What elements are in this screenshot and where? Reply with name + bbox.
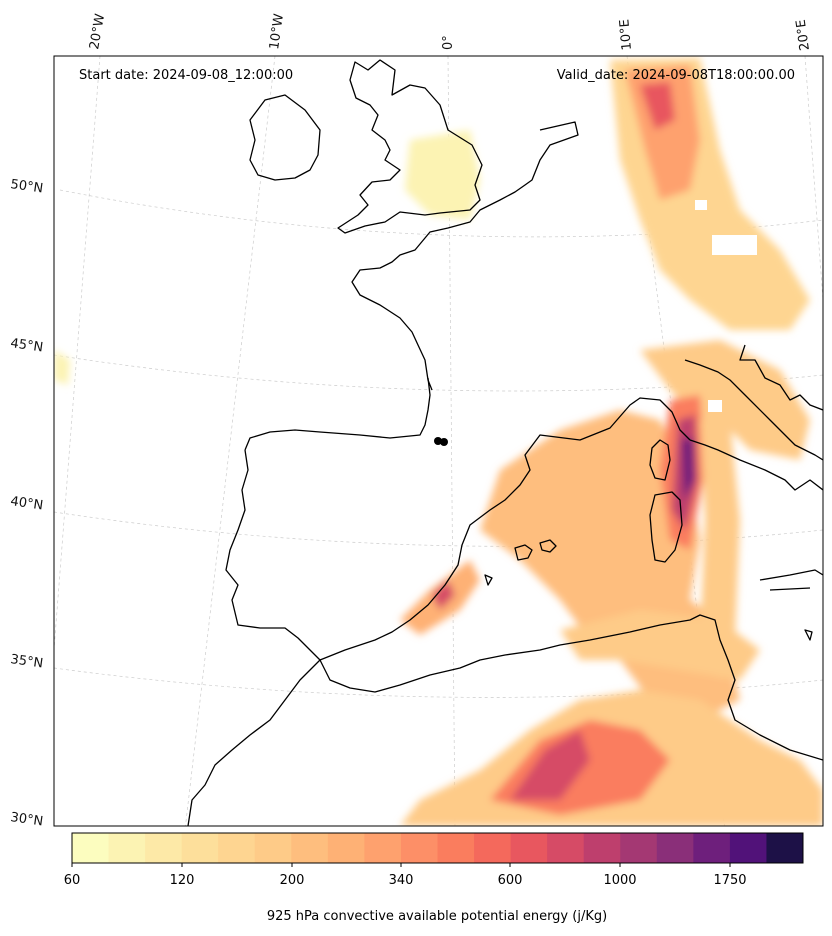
coast-adriatic-east bbox=[739, 344, 823, 411]
colorbar-swatch bbox=[474, 833, 512, 863]
coast-greece bbox=[804, 629, 813, 641]
colorbar-swatch bbox=[364, 833, 402, 863]
colorbar-tick-200: 200 bbox=[280, 873, 305, 888]
cape-gaps bbox=[695, 200, 757, 412]
coast-northern-france bbox=[351, 121, 579, 391]
colorbar-tick-60: 60 bbox=[64, 873, 81, 888]
start-date-label: Start date: 2024-09-08_12:00:00 bbox=[79, 68, 293, 83]
coast-morocco-atlantic bbox=[187, 659, 321, 826]
cape-band-central-europe-peak bbox=[640, 82, 675, 130]
coast-corsica bbox=[649, 439, 671, 481]
coast-north-africa bbox=[319, 614, 823, 761]
colorbar-swatch bbox=[254, 833, 292, 863]
colorbar-swatch bbox=[291, 833, 329, 863]
coast-italy bbox=[689, 439, 823, 491]
coast-bay-of-biscay bbox=[244, 377, 431, 451]
colorbar-tick-1000: 1000 bbox=[603, 873, 636, 888]
lat-label-35n: 35°N bbox=[9, 652, 44, 671]
lat-label-30n: 30°N bbox=[9, 810, 44, 829]
lat-label-45n: 45°N bbox=[9, 336, 44, 355]
lon-label-0: 0° bbox=[441, 35, 456, 50]
coast-ireland bbox=[249, 94, 321, 181]
colorbar-swatch bbox=[547, 833, 585, 863]
lon-label-20w: 20°W bbox=[87, 13, 108, 51]
location-marker bbox=[434, 437, 448, 446]
colorbar-tick-1750: 1750 bbox=[713, 873, 746, 888]
cape-region-north-africa-peak bbox=[510, 730, 590, 800]
lat-label-50n: 50°N bbox=[9, 177, 44, 196]
colorbar-tick-120: 120 bbox=[170, 873, 195, 888]
cape-patch-italy bbox=[640, 340, 810, 460]
colorbar-swatch bbox=[218, 833, 256, 863]
coast-iberia-west-south bbox=[225, 397, 691, 661]
colorbar-swatch bbox=[327, 833, 365, 863]
cape-strip-tunisia bbox=[700, 420, 740, 680]
colorbar-border bbox=[71, 832, 804, 864]
coast-italy-adriatic bbox=[684, 359, 823, 461]
cape-patch-alboran-core bbox=[432, 580, 455, 610]
coast-sardinia bbox=[649, 491, 683, 563]
cape-patch-west-edge bbox=[54, 350, 70, 385]
cape-strip-corsica-peak bbox=[682, 438, 694, 500]
colorbar-swatch bbox=[729, 833, 767, 863]
colorbar-tick-600: 600 bbox=[498, 873, 523, 888]
coast-great-britain bbox=[337, 59, 483, 234]
colorbar-swatch bbox=[583, 833, 621, 863]
lon-label-10e: 10°E bbox=[617, 19, 635, 51]
colorbar-swatch bbox=[72, 833, 110, 863]
colorbar-tick-340: 340 bbox=[389, 873, 414, 888]
colorbar-swatch bbox=[510, 833, 548, 863]
colorbar bbox=[72, 833, 804, 863]
colorbar-swatch bbox=[620, 833, 658, 863]
colorbar-label: 925 hPa convective available potential e… bbox=[267, 909, 607, 924]
map-border bbox=[53, 55, 824, 827]
colorbar-swatch bbox=[693, 833, 731, 863]
colorbar-swatch bbox=[181, 833, 219, 863]
coast-sicily bbox=[759, 569, 823, 591]
lon-label-20e: 20°E bbox=[794, 18, 813, 51]
cape-band-central-europe-core bbox=[625, 65, 700, 200]
colorbar-swatch bbox=[656, 833, 694, 863]
valid-date-label: Valid_date: 2024-09-08T18:00:00.00 bbox=[557, 68, 795, 83]
colorbar-swatch bbox=[766, 833, 804, 863]
lat-label-40n: 40°N bbox=[9, 494, 44, 513]
lon-label-10w: 10°W bbox=[267, 13, 287, 51]
colorbar-ticks bbox=[71, 863, 731, 867]
colorbar-swatch bbox=[145, 833, 183, 863]
coast-balearics bbox=[484, 539, 557, 586]
colorbar-swatch bbox=[400, 833, 438, 863]
cape-patch-england bbox=[405, 130, 480, 220]
coastlines bbox=[187, 59, 823, 826]
cape-field bbox=[54, 58, 823, 826]
colorbar-swatch bbox=[108, 833, 146, 863]
cape-patch-north-africa-coast bbox=[560, 610, 760, 680]
colorbar-swatch bbox=[437, 833, 475, 863]
